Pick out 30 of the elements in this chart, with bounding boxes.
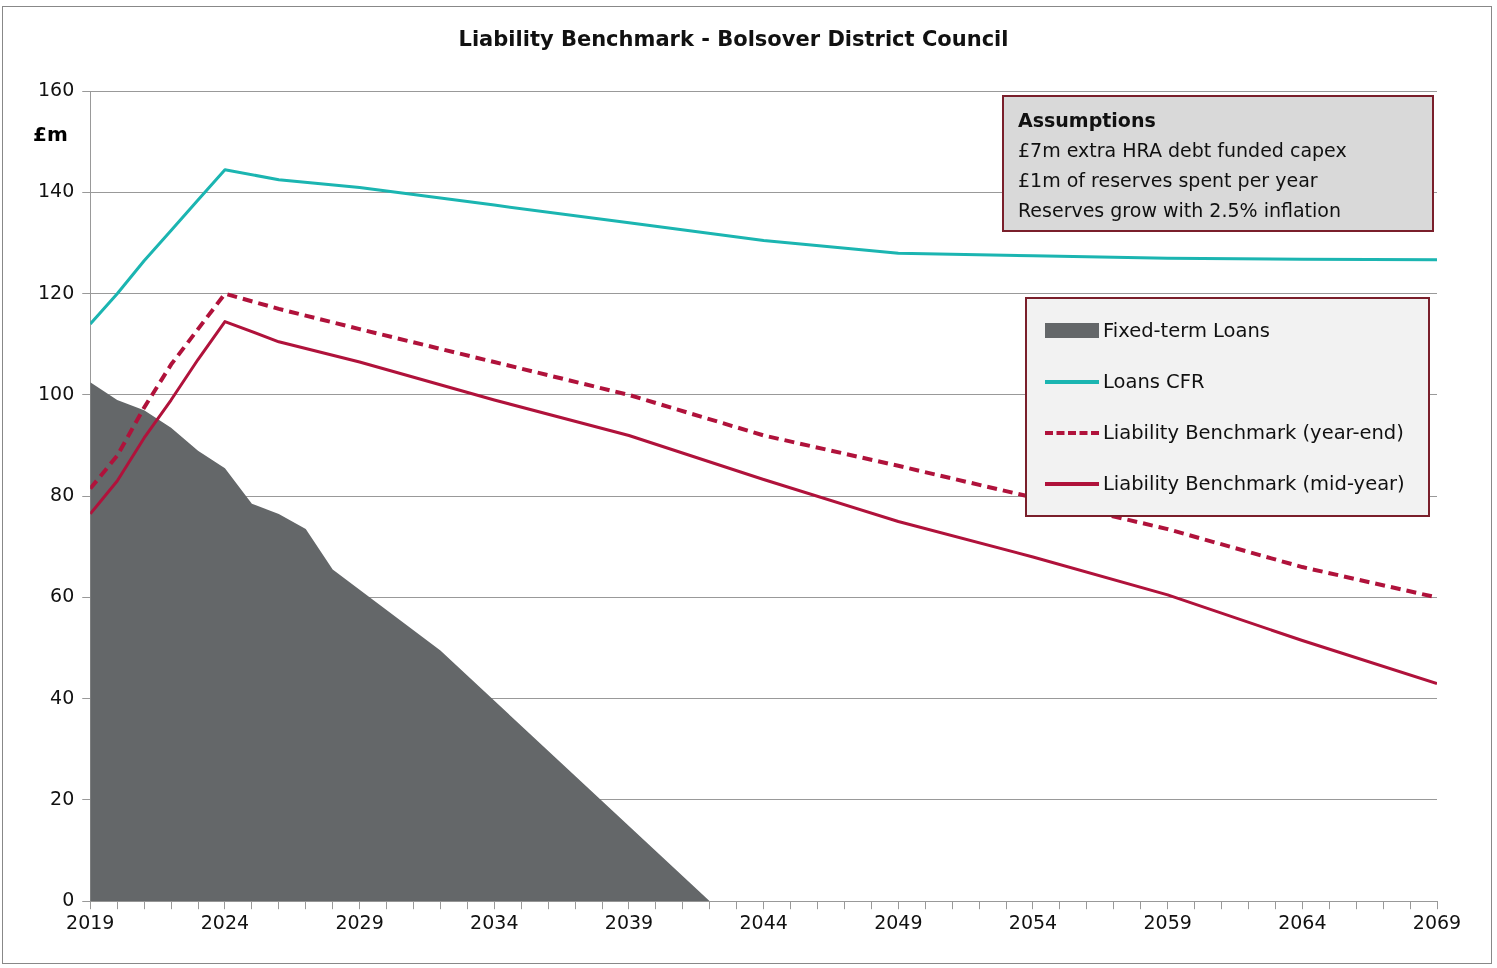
y-tick-label: 0	[62, 888, 75, 911]
chart-title: Liability Benchmark - Bolsover District Council	[458, 27, 1009, 52]
annotation: Assumptions	[1018, 108, 1157, 133]
x-tick-label: 2019	[66, 910, 115, 933]
x-tick-label: 2034	[470, 910, 519, 933]
y-tick-label: 80	[50, 483, 75, 506]
y-axis-title: £m	[33, 122, 68, 146]
x-tick-label: 2039	[604, 910, 654, 933]
y-tick-label: 160	[38, 78, 75, 101]
y-tick-label: 140	[38, 179, 75, 202]
x-tick-label: 2029	[335, 910, 384, 933]
annotation: Reserves grow with 2.5% inflation	[1018, 198, 1342, 223]
annotation: £1m of reserves spent per year	[1018, 168, 1319, 193]
legend-label: Fixed-term Loans	[1103, 319, 1270, 342]
y-tick-label: 60	[50, 584, 75, 607]
legend-label: Loans CFR	[1103, 370, 1205, 393]
y-tick-label: 100	[38, 381, 75, 404]
legend-label: Liability Benchmark (year-end)	[1103, 421, 1404, 444]
x-tick-label: 2054	[1008, 910, 1058, 933]
x-tick-label: 2024	[200, 910, 250, 933]
annotation: £7m extra HRA debt funded capex	[1018, 138, 1348, 163]
x-tick-label: 2064	[1278, 910, 1327, 933]
y-tick-label: 120	[38, 280, 75, 303]
x-tick-label: 2069	[1412, 910, 1462, 933]
x-tick-label: 2059	[1143, 910, 1192, 933]
y-tick-label: 40	[50, 685, 75, 708]
legend-label: Liability Benchmark (mid-year)	[1103, 472, 1405, 495]
x-tick-label: 2044	[739, 910, 788, 933]
y-tick-label: 20	[50, 786, 75, 809]
x-tick-label: 2049	[874, 910, 923, 933]
